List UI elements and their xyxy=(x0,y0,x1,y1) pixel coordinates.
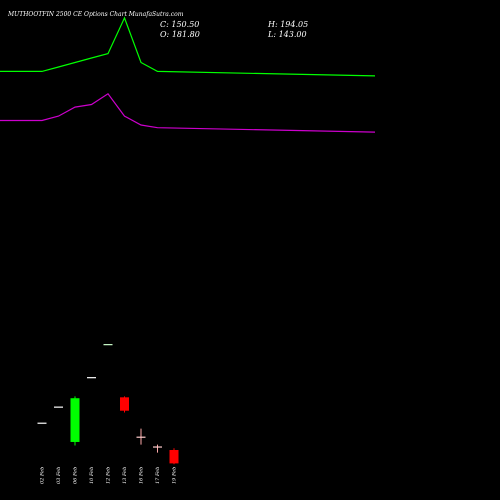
high-value: 194.05 xyxy=(280,20,309,29)
candle-body xyxy=(169,450,179,464)
x-tick-label: 16 Feb xyxy=(139,467,145,484)
candle-body xyxy=(120,397,129,411)
candle-body xyxy=(153,446,162,448)
low-value: 143.00 xyxy=(278,30,307,39)
chart-title: MUTHOOTFIN 2500 CE Options Chart MunafaS… xyxy=(8,11,184,18)
x-tick-label: 06 Feb xyxy=(73,467,79,484)
low-readout: L: 143.00 xyxy=(268,30,307,39)
x-tick-label: 17 Feb xyxy=(155,467,161,484)
open-value: 181.80 xyxy=(171,30,200,39)
x-tick-label: 12 Feb xyxy=(106,467,112,484)
x-tick-label: 03 Feb xyxy=(56,467,62,484)
candle-16-feb xyxy=(136,428,146,445)
candle-19-feb xyxy=(169,448,179,465)
upper-band-line xyxy=(0,16,376,77)
low-label: L: xyxy=(268,30,277,39)
candle-body xyxy=(70,398,80,442)
x-tick-label: 10 Feb xyxy=(89,467,95,484)
close-value: 150.50 xyxy=(171,20,200,29)
x-tick-label: 02 Feb xyxy=(40,467,46,484)
candle-17-feb xyxy=(153,444,162,453)
high-label: H: xyxy=(268,20,278,29)
close-readout: C: 150.50 xyxy=(160,20,199,29)
lower-band-line xyxy=(0,92,376,133)
high-readout: H: 194.05 xyxy=(268,20,308,29)
candle-06-feb xyxy=(70,396,80,446)
candle-13-feb xyxy=(120,396,129,413)
x-tick-label: 19 Feb xyxy=(172,467,178,484)
x-tick-label: 13 Feb xyxy=(122,467,128,484)
open-label: O: xyxy=(160,30,170,39)
close-label: C: xyxy=(160,20,169,29)
open-readout: O: 181.80 xyxy=(160,30,200,39)
candle-body xyxy=(136,436,146,438)
